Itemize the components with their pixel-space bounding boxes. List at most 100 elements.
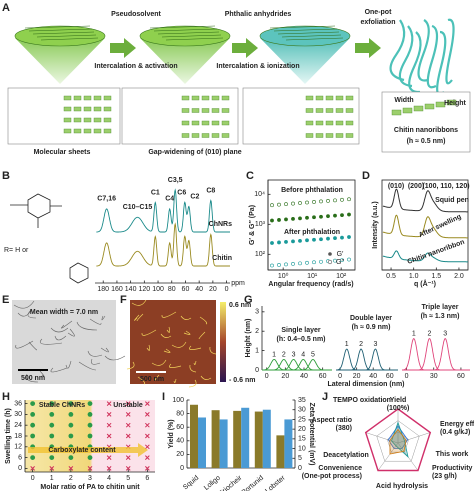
panel-letter: A [2,2,10,14]
afm-fiber [209,346,217,355]
y-tick-label: 30 [14,411,22,418]
chain-unit [315,120,324,126]
chain-unit [83,106,92,112]
rheo-point [305,215,309,220]
afm-fiber [161,311,177,318]
fiber [27,309,37,319]
y-tick-label: 25 [298,416,306,423]
rheo-point [277,218,281,222]
unstable-marker [144,444,150,450]
stable-marker [87,401,93,406]
bar [284,419,293,468]
panel-letter: D [362,170,370,182]
unstable-label: Unstable [113,402,143,409]
legend-label: G′ [337,251,344,258]
fiber [54,335,67,341]
radar-spoke [397,432,431,444]
unstable-marker [87,466,93,471]
afm-fiber [169,363,182,368]
y-tick-label: 0 [298,465,302,472]
caption: Gap-widening of (010) plane [148,149,241,156]
radar-axis-value: (23 g/h) [432,473,457,480]
chain-unit [201,120,210,126]
y-tick-label: 15 [298,436,306,443]
ribbon-unit [435,101,446,108]
y-tick-label: 3 [255,309,259,316]
y-tick-label: 12 [14,444,22,451]
ribbon-width: Width [394,97,413,104]
chain-unit [73,117,82,123]
stable-marker [87,412,93,417]
sheet-line [161,34,222,38]
radar-axis-name: Aspect ratio [312,417,352,424]
radar-spoke [365,432,399,444]
stable-marker [49,412,55,417]
y-tick-label: 30 [298,407,306,414]
x-tick-label: 3 [88,475,92,482]
y-tick-label: 6 [18,454,22,461]
chain-unit [103,106,112,112]
y-tick-label: 40 [176,438,184,445]
unstable-marker [125,433,131,439]
afm-fiber [151,359,167,366]
x-tick-label: 60 [182,286,190,293]
stable-marker [30,412,36,417]
x-tick-label: 60 [386,373,394,380]
x-label: q (Å⁻¹) [414,279,436,288]
rheo-point [319,214,323,219]
stable-marker [30,422,36,428]
x-tick-label: 20 [353,373,361,380]
x-label: Angular frequency (rad/s) [268,281,353,288]
panel-letter: E [2,294,9,306]
unstable-marker [125,401,131,406]
fiber [76,321,98,331]
y2-label: Zeta potential (mV) [308,402,315,465]
group-h: (h: 0.4–0.5 nm) [276,336,325,343]
y-label: Yield (%) [168,419,175,448]
rheo-point [347,257,351,262]
afm-fiber [131,299,147,306]
chain-unit [93,106,102,112]
ribbon-height: Height [444,100,466,107]
afm-fiber [189,345,202,350]
y-tick-label: 35 [298,397,306,404]
chain-unit [191,133,200,138]
y-tick-label: 20 [176,451,184,458]
ribbon [408,31,422,94]
y-tick-label: 10⁴ [254,191,265,198]
x-unit: ppm [231,280,245,287]
stable-marker [30,455,36,460]
rheo-point [333,236,337,241]
chain-unit [63,95,72,101]
fiber [67,328,75,337]
cone [15,38,105,84]
peak-label: (200) [408,183,424,190]
rheo-point [340,213,344,218]
peak-number: 2 [428,330,432,337]
unstable-marker [125,455,131,460]
chain-unit [345,120,354,126]
fiber [65,360,72,369]
unstable-marker [49,466,55,471]
chain-unit [63,106,72,112]
x-tick-label: 1.5 [431,273,441,280]
rheo-point [347,235,351,239]
group-name: Double layer [350,315,392,322]
ribbon-unit [391,109,402,116]
afm-fiber [180,315,192,320]
y-label: Swelling time (h) [5,408,12,464]
afm-fiber [136,313,144,322]
radar-axis-name: Energy efficiency [440,421,474,428]
legend-label: G″ [336,259,344,266]
bar [211,410,220,468]
afm-fiber [137,376,146,385]
caption: Molecular sheets [34,149,91,156]
chain-unit [335,108,344,113]
peak-label: C2 [190,194,199,201]
x-tick-label: 0 [265,373,269,380]
chain-unit [221,95,230,101]
y-tick-label: 10² [255,251,266,258]
xrd-trace [382,188,468,213]
x-tick-label: 10² [336,273,347,280]
chain-unit [305,120,314,126]
